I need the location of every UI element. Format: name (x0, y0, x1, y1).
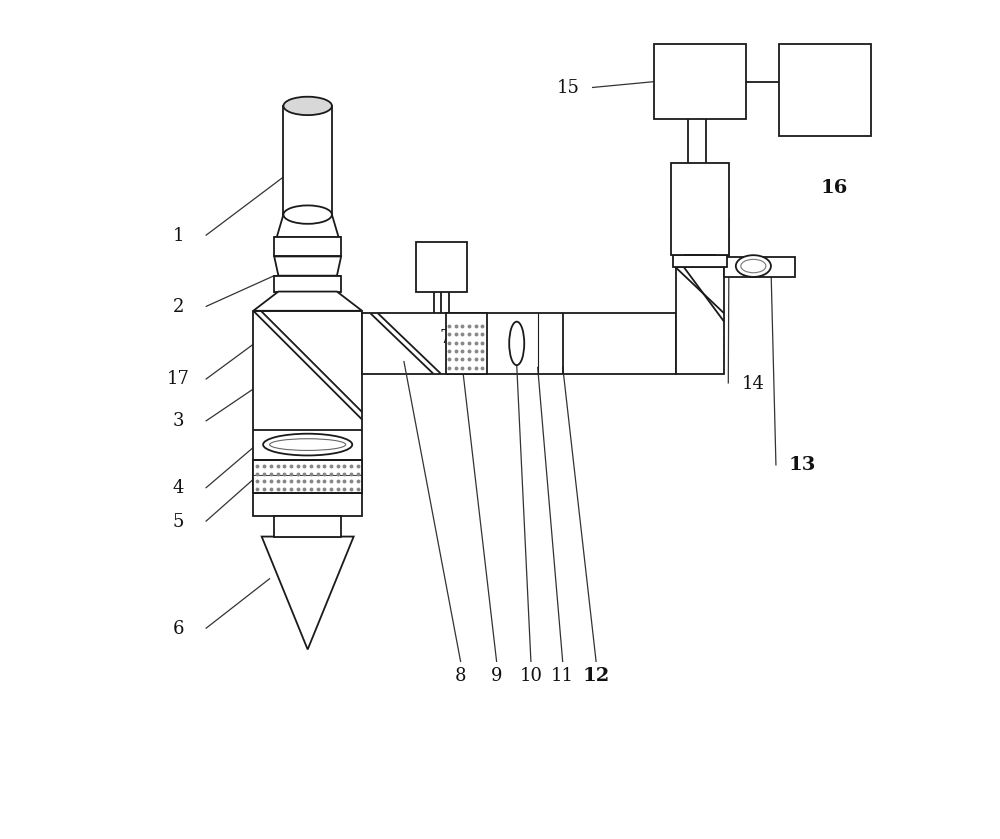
Bar (779, 44, 871, 136)
Bar (673, 255, 727, 268)
Bar (253, 460, 362, 493)
Text: 7: 7 (440, 329, 451, 347)
Ellipse shape (263, 434, 352, 456)
Text: 5: 5 (172, 513, 184, 530)
Text: 9: 9 (491, 667, 502, 685)
Text: 3: 3 (172, 412, 184, 430)
Ellipse shape (283, 206, 332, 224)
Text: 10: 10 (519, 667, 542, 685)
Ellipse shape (741, 259, 766, 273)
Bar (274, 276, 341, 292)
Polygon shape (274, 257, 341, 276)
Bar (416, 242, 467, 293)
Text: 14: 14 (742, 374, 765, 393)
Bar (676, 268, 724, 373)
Polygon shape (277, 215, 339, 237)
Bar (274, 237, 341, 257)
Ellipse shape (509, 321, 524, 365)
Text: 1: 1 (172, 227, 184, 244)
Polygon shape (262, 537, 354, 649)
Bar (253, 310, 362, 516)
Text: 16: 16 (821, 179, 848, 197)
Text: 12: 12 (583, 667, 610, 685)
Text: 17: 17 (167, 370, 189, 388)
Bar (671, 163, 729, 255)
Bar (283, 106, 332, 215)
Text: 6: 6 (172, 619, 184, 638)
Text: 11: 11 (551, 667, 574, 685)
Bar (362, 313, 676, 373)
Text: 15: 15 (556, 79, 579, 96)
Text: 2: 2 (172, 298, 184, 315)
Polygon shape (253, 292, 362, 310)
Text: 4: 4 (172, 479, 184, 497)
Bar (654, 44, 746, 119)
Bar (724, 258, 795, 278)
Ellipse shape (270, 439, 346, 451)
Bar (446, 313, 487, 373)
Text: 8: 8 (455, 667, 466, 685)
Bar (274, 516, 341, 537)
Ellipse shape (736, 255, 771, 277)
Text: 13: 13 (789, 456, 816, 475)
Ellipse shape (283, 96, 332, 115)
